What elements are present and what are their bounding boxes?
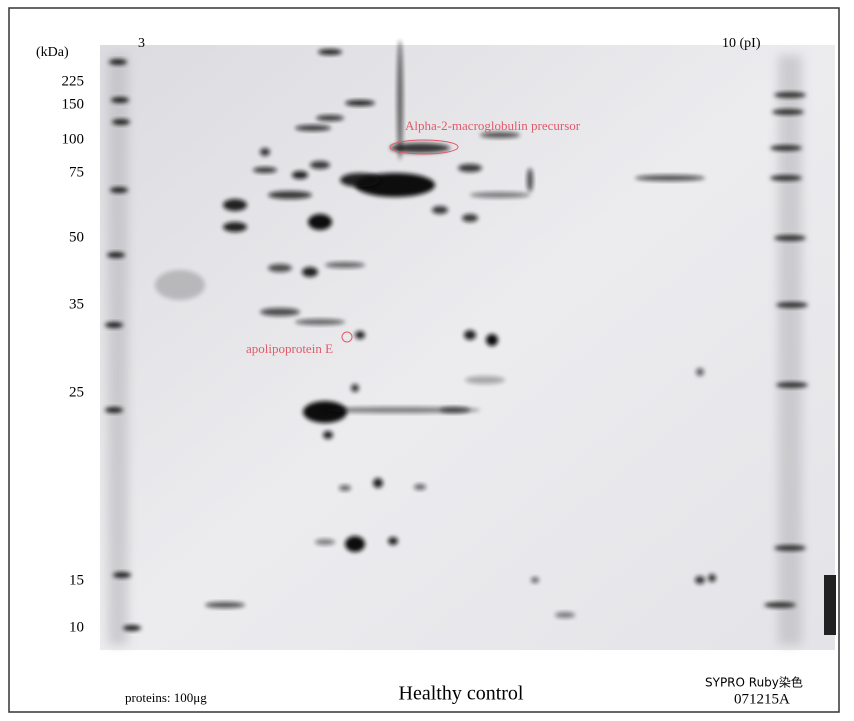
band (105, 407, 123, 413)
spot (432, 206, 448, 214)
spot (480, 132, 520, 138)
spot (696, 368, 704, 376)
band (105, 322, 123, 328)
band (774, 92, 806, 98)
spot (223, 199, 247, 211)
spot (320, 407, 480, 413)
spot (388, 537, 398, 545)
band (770, 175, 802, 181)
stain: SYPRO Ruby染色 (705, 675, 803, 690)
spot (303, 401, 347, 423)
spot (295, 125, 331, 131)
spots (105, 40, 836, 645)
marker-label: 100 (62, 131, 85, 147)
unit-label: (kDa) (36, 45, 69, 60)
spot (373, 478, 383, 488)
marker-label: 10 (69, 619, 84, 635)
marker-label: 15 (69, 572, 84, 588)
annotation-ring (341, 331, 353, 343)
marker-label: 50 (69, 229, 84, 245)
spot (397, 40, 403, 160)
band (123, 625, 141, 631)
spot (325, 262, 365, 268)
spot (708, 574, 716, 582)
gel-label-tag (824, 575, 836, 635)
spot (531, 577, 539, 583)
marker-label: 225 (62, 73, 85, 89)
spot (315, 539, 335, 545)
spot (345, 536, 365, 552)
band (774, 235, 806, 241)
spot (155, 270, 205, 300)
spot (302, 267, 318, 277)
band (107, 252, 125, 258)
spot (295, 319, 345, 325)
spot (223, 222, 247, 232)
spot (465, 376, 505, 384)
marker-label: 35 (69, 296, 84, 312)
spot (351, 384, 359, 392)
spot (268, 264, 292, 272)
spot (414, 484, 426, 490)
markers: 225 150 100 75 50 35 25 15 10 (62, 73, 85, 635)
spot (253, 167, 277, 173)
spot (470, 192, 530, 198)
gel-title: Healthy control (399, 683, 524, 705)
band (774, 545, 806, 551)
spot (555, 612, 575, 618)
band (772, 109, 804, 115)
spot (340, 173, 380, 187)
band (770, 145, 802, 151)
pi-start: 3 (138, 36, 145, 51)
pi-end: 10 (pI) (722, 36, 761, 51)
spot (345, 100, 375, 106)
spot (268, 191, 312, 199)
gel-id: 071215A (734, 691, 790, 707)
spot (260, 308, 300, 316)
spot (355, 331, 365, 339)
spot (464, 330, 476, 340)
lane (778, 55, 802, 645)
spot (440, 407, 470, 413)
spot (458, 164, 482, 172)
marker-label: 150 (62, 96, 85, 112)
band (112, 119, 130, 125)
band (776, 382, 808, 388)
spot (292, 171, 308, 179)
band (776, 302, 808, 308)
spot (318, 49, 342, 55)
band (109, 59, 127, 65)
band (113, 572, 131, 578)
spot (462, 214, 478, 222)
spot (308, 214, 332, 230)
spot (390, 143, 450, 153)
spot (635, 175, 705, 181)
spot (527, 168, 533, 192)
protein-amount: proteins: 100μg (125, 690, 207, 705)
band (111, 97, 129, 103)
spot (205, 602, 245, 608)
spot (486, 334, 498, 346)
spot (260, 148, 270, 156)
lane (108, 55, 128, 645)
marker-label: 75 (69, 164, 84, 180)
annotation: Alpha-2-macroglobulin precursor (405, 118, 581, 133)
spot (695, 576, 705, 584)
spot (310, 161, 330, 169)
gel (100, 45, 835, 650)
spot (339, 485, 351, 491)
spot (316, 115, 344, 121)
annotation: apolipoprotein E (246, 341, 333, 356)
band (764, 602, 796, 608)
spot (323, 431, 333, 439)
marker-label: 25 (69, 384, 84, 400)
annotation-ring (389, 139, 459, 155)
band (110, 187, 128, 193)
